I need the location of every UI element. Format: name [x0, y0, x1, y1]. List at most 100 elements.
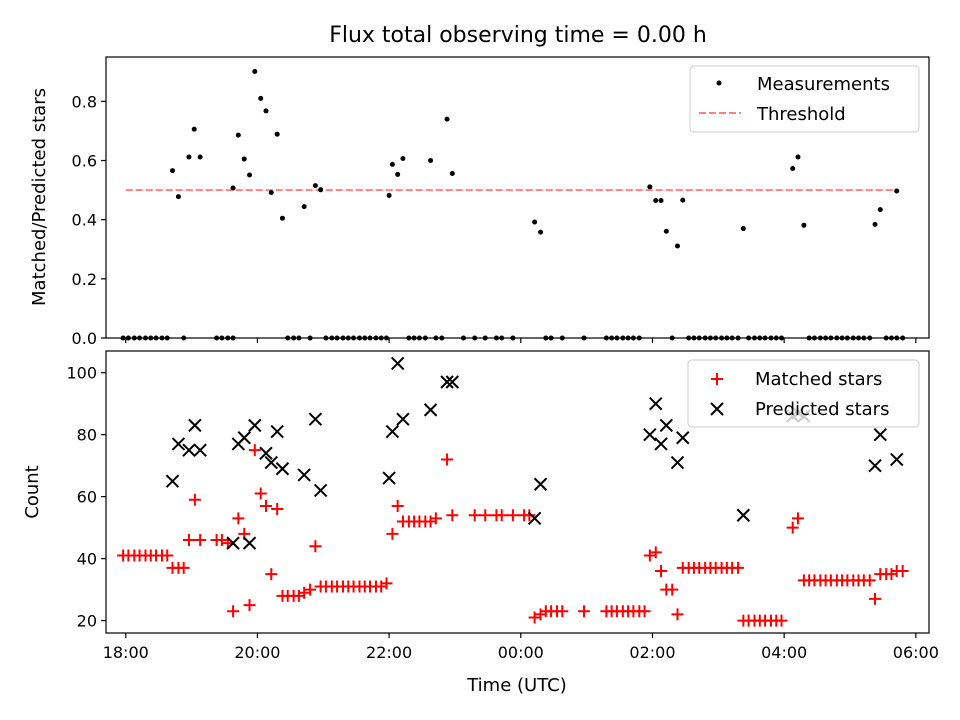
predicted-stars-point	[654, 437, 668, 451]
measurement-point	[175, 194, 181, 200]
top-panel: Flux total observing time = 0.00 h 0.00.…	[29, 23, 930, 348]
measurement-point	[169, 168, 175, 174]
matched-stars-point	[182, 534, 195, 547]
matched-stars-point	[666, 583, 679, 596]
matched-stars-point	[577, 605, 590, 618]
measurement-point	[312, 183, 318, 189]
measurement-point	[263, 108, 269, 114]
matched-stars-point	[232, 512, 245, 525]
matched-stars-point	[391, 499, 404, 512]
predicted-stars-point	[259, 446, 273, 460]
measurement-point	[428, 158, 434, 164]
measurement-point	[389, 161, 395, 167]
matched-stars-point	[429, 512, 442, 525]
legend-matched-marker	[711, 373, 723, 385]
measurement-point	[247, 172, 253, 178]
bottom-legend-box	[687, 359, 920, 428]
predicted-stars-point	[264, 455, 278, 470]
bottom-y-axis-label: Count	[22, 465, 43, 518]
matched-stars-point	[732, 561, 745, 574]
bottom-y-tick-label: 100	[66, 364, 97, 383]
matched-stars-point	[380, 577, 393, 590]
top-y-tick-label: 0.4	[72, 211, 97, 230]
predicted-stars-point	[297, 468, 311, 482]
measurement-point	[268, 189, 274, 195]
measurement-point	[318, 187, 324, 193]
matched-stars-point	[869, 592, 882, 605]
legend-predicted-marker	[710, 402, 724, 416]
bottom-y-tick-label: 60	[77, 488, 97, 507]
predicted-stars-point	[890, 452, 904, 467]
measurement-point	[894, 188, 900, 194]
bottom-x-axis: 18:00 20:00 22:00 00:00 02:00 04:00 06:00	[103, 633, 939, 662]
top-legend-box	[689, 65, 920, 133]
measurement-point	[532, 219, 538, 225]
measurement-point	[790, 166, 796, 172]
bottom-x-tick-label: 00:00	[498, 643, 544, 662]
measurement-point	[674, 243, 680, 249]
predicted-stars-point	[237, 431, 251, 445]
measurement-point	[680, 197, 686, 203]
predicted-stars-point	[182, 443, 196, 457]
top-x-axis	[125, 338, 917, 343]
bottom-y-axis: 20 40 60 80 100	[66, 364, 106, 631]
measurement-point	[395, 171, 401, 177]
top-axes-frame	[105, 56, 930, 339]
measurement-point	[877, 207, 883, 213]
predicted-stars-point	[396, 412, 410, 426]
matched-stars-point	[243, 599, 256, 612]
predicted-stars-point	[659, 418, 674, 433]
predicted-stars-point	[445, 375, 460, 389]
predicted-stars-point	[248, 418, 262, 433]
measurement-point	[191, 126, 197, 132]
measurement-point	[386, 192, 392, 198]
matched-stars-point	[386, 527, 399, 540]
matched-stars-point	[863, 574, 876, 587]
matched-stars-point	[556, 605, 569, 618]
matched-stars-point	[791, 512, 804, 525]
predicted-stars-point	[736, 508, 751, 522]
matched-stars-point	[441, 453, 454, 466]
bottom-axes-frame	[105, 350, 930, 634]
matched-stars-point	[271, 503, 284, 516]
legend-measurements-label: Measurements	[757, 74, 890, 95]
bottom-y-tick-label: 20	[77, 612, 97, 631]
bottom-legend: Matched stars Predicted stars	[687, 359, 920, 428]
matched-stars-point	[265, 568, 278, 581]
bottom-y-tick-label: 80	[77, 426, 97, 445]
x-axis-label: Time (UTC)	[466, 675, 567, 696]
predicted-stars-point	[643, 427, 657, 442]
bottom-x-tick-label: 06:00	[893, 643, 939, 662]
matched-stars-point	[227, 605, 240, 618]
matched-stars-point	[495, 509, 508, 522]
matched-stars-point	[468, 509, 481, 522]
predicted-stars-point	[275, 462, 290, 476]
predicted-stars-point	[676, 431, 690, 445]
predicted-stars-point	[313, 483, 328, 498]
legend-predicted-label: Predicted stars	[755, 399, 889, 420]
legend-matched-label: Matched stars	[755, 369, 882, 390]
predicted-stars-point	[226, 536, 240, 550]
bottom-x-tick-label: 04:00	[761, 643, 807, 662]
measurement-point	[647, 184, 653, 190]
measurement-point	[230, 185, 236, 191]
measurement-point	[279, 215, 285, 221]
measurement-point	[801, 222, 807, 228]
legend-threshold-label: Threshold	[756, 104, 846, 125]
predicted-stars-point	[649, 396, 663, 411]
measurement-point	[197, 154, 203, 160]
predicted-stars-point	[868, 458, 882, 473]
legend-measurements-marker	[716, 80, 722, 86]
measurement-point	[235, 132, 241, 138]
bottom-y-tick-label: 40	[77, 550, 97, 569]
predicted-stars-point	[188, 418, 202, 433]
measurement-point	[301, 204, 307, 210]
top-y-tick-label: 0.8	[72, 92, 97, 111]
predicted-stars-point	[533, 477, 548, 491]
matched-stars-point	[655, 565, 668, 578]
measurement-point	[274, 131, 280, 137]
matched-stars-point	[304, 583, 317, 596]
predicted-stars-point	[423, 403, 438, 417]
predicted-stars-point	[390, 356, 405, 371]
